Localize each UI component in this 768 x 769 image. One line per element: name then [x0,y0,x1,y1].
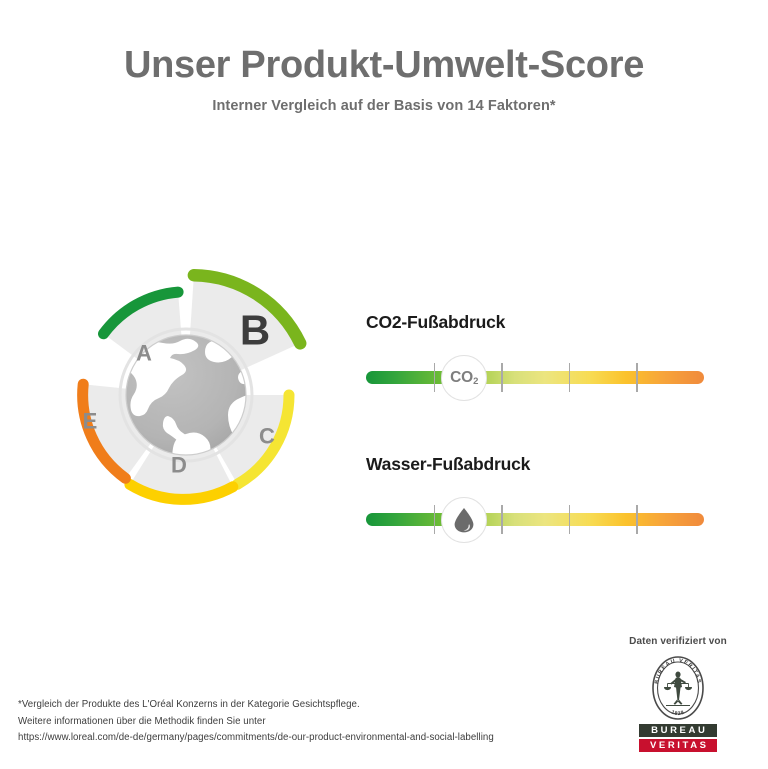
water-scale-gradient [366,513,704,526]
wheel-grade-letter-a: A [136,341,152,366]
footprint-indicators: CO2-Fußabdruck CO2 Wasser-Fußabdruck [366,312,716,543]
co2-footprint-block: CO2-Fußabdruck CO2 [366,312,716,401]
wheel-segment-arcs [77,268,307,505]
bureau-veritas-logo: BUREAU VERITAS 1828 [598,655,758,752]
water-footprint-scale [366,497,704,543]
water-footprint-label: Wasser-Fußabdruck [366,454,531,474]
footnote-line-3[interactable]: https://www.loreal.com/de-de/germany/pag… [18,732,494,744]
co2-icon: CO2 [441,355,487,401]
data-verifier: Daten verifiziert von BUREAU VERITAS 182… [598,636,758,752]
wordmark-bureau: BUREAU [639,724,717,737]
score-wheel: A B C D E [40,238,350,538]
wheel-arc-b [187,268,307,350]
water-scale-tick-3 [568,505,571,534]
wheel-arc-e [77,378,131,484]
wheel-grade-letter-d: D [171,453,187,478]
bureau-veritas-wordmark: BUREAU VERITAS [639,724,717,752]
page-subtitle: Interner Vergleich auf der Basis von 14 … [212,97,556,114]
globe-icon [118,327,254,463]
water-footprint-block: Wasser-Fußabdruck [366,454,716,543]
footnote-line-1: *Vergleich der Produkte des L'Oréal Konz… [18,699,360,710]
co2-scale-tick-4 [636,363,638,392]
page-header: Unser Produkt-Umwelt-Score Interner Verg… [0,44,768,114]
co2-scale-tick-2 [501,363,503,392]
emblem-figure [670,671,686,705]
wheel-arc-c [232,389,295,490]
wheel-grade-letter-e: E [83,409,98,434]
bureau-veritas-emblem-icon: BUREAU VERITAS 1828 [652,656,704,720]
co2-marker-text: CO2 [450,369,479,388]
wheel-grade-letter-c: C [259,424,275,449]
co2-scale-tick-3 [568,363,571,392]
water-drop-glyph [454,508,474,533]
page-title: Unser Produkt-Umwelt-Score [123,44,645,86]
wheel-grade-letter-b: B [240,307,270,354]
footnote-line-2: Weitere informationen über die Methodik … [18,715,266,727]
co2-scale-gradient [366,371,704,384]
wheel-arc-a [98,286,184,340]
co2-scale-tick-1 [433,363,436,392]
emblem-year-text: 1828 [670,710,686,718]
wordmark-veritas: VERITAS [639,738,717,752]
emblem-scales [664,683,692,691]
water-scale-tick-2 [501,505,503,534]
water-drop-icon [441,497,487,543]
footnote: *Vergleich der Produkte des L'Oréal Konz… [18,697,598,747]
co2-footprint-label: CO2-Fußabdruck [366,312,506,332]
verifier-label: Daten verifiziert von [629,636,727,647]
water-scale-tick-1 [433,505,436,534]
wheel-arc-d [124,478,239,505]
co2-footprint-scale: CO2 [366,355,704,401]
water-scale-tick-4 [636,505,638,534]
